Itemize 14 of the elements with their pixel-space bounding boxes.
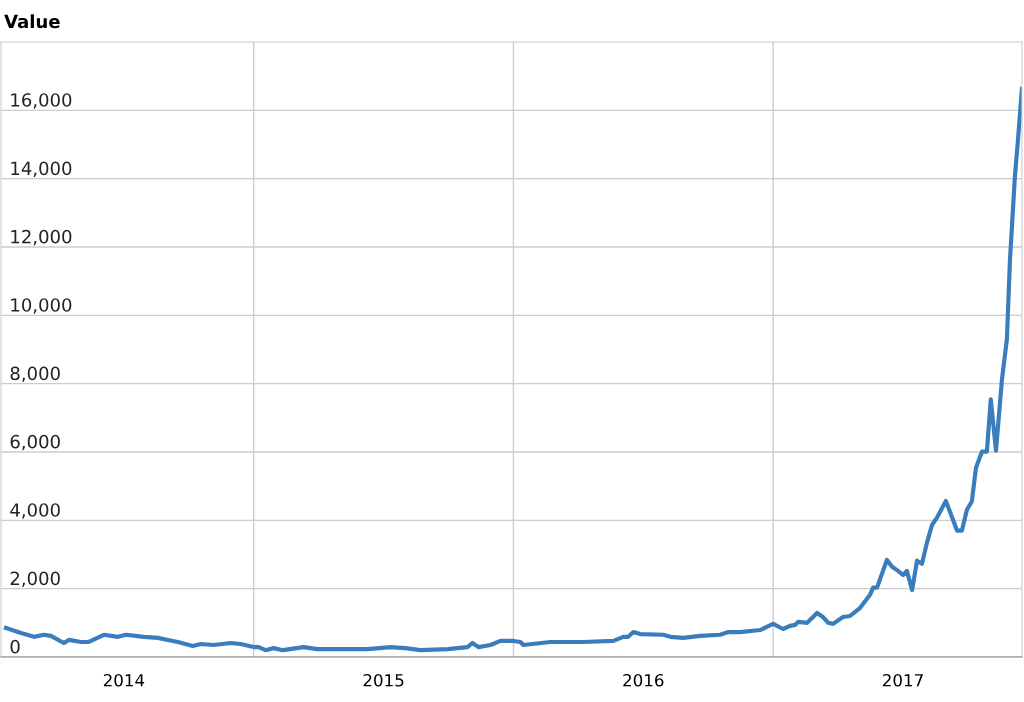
y-tick-label: 0 [10, 639, 20, 654]
y-tick-label: 8,000 [10, 366, 60, 383]
x-tick-label: 2015 [363, 673, 404, 687]
x-tick-label: 2017 [883, 673, 923, 687]
y-tick-label: 2,000 [10, 571, 60, 588]
x-tick-label: 2016 [623, 673, 664, 687]
y-tick-label: 10,000 [11, 298, 72, 314]
y-tick-label: 6,000 [10, 434, 60, 451]
x-tick-label: 2014 [103, 673, 145, 687]
y-axis-title: Value [4, 14, 60, 29]
y-tick-label: 4,000 [10, 503, 60, 519]
y-tick-label: 16,000 [11, 93, 72, 109]
y-tick-label: 12,000 [11, 229, 72, 246]
y-tick-label: 14,000 [11, 161, 72, 178]
